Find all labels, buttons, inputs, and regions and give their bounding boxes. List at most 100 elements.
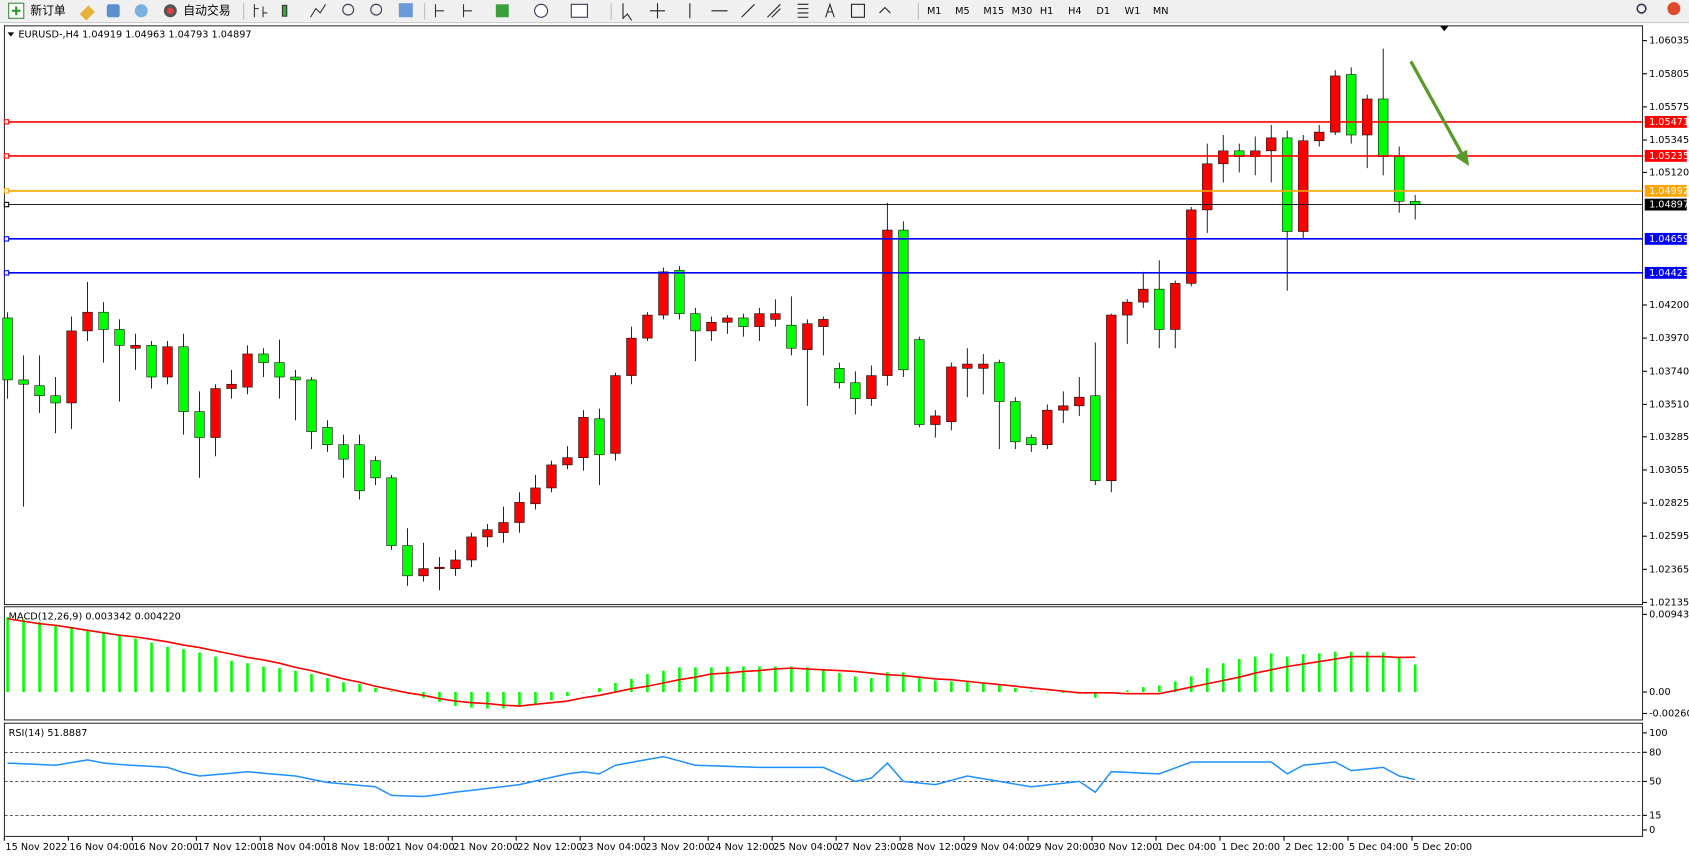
fibo-tool[interactable]: [797, 3, 809, 18]
macd-bar: [886, 672, 889, 693]
candle-body: [1170, 283, 1181, 330]
candle-body: [434, 566, 445, 569]
x-tick-label: 18 Nov 18:00: [325, 842, 390, 853]
candle-body: [610, 375, 621, 454]
candle-body: [338, 444, 349, 460]
candle-body: [802, 323, 813, 350]
y-tick-label: 1.03510: [1649, 399, 1689, 410]
candle-body: [578, 417, 589, 458]
macd-bar: [870, 678, 873, 693]
price-label-box: [1644, 184, 1687, 197]
candle-body: [82, 311, 93, 332]
macd-bar: [630, 678, 633, 693]
candle-body: [1266, 137, 1277, 152]
y-tick-label: 1.02135: [1649, 597, 1689, 608]
icon-button[interactable]: [281, 4, 288, 17]
rsi-panel: [3, 722, 1644, 837]
main-panel: [3, 25, 1644, 606]
label-tool[interactable]: [850, 3, 865, 18]
icon-button[interactable]: [342, 3, 355, 16]
price-label-box: [1644, 198, 1687, 211]
macd-bar: [1205, 668, 1209, 693]
x-tick-label: 29 Nov 04:00: [965, 842, 1030, 853]
level-handle: [3, 188, 10, 194]
macd-bar: [150, 642, 153, 693]
notifications-button[interactable]: [1667, 2, 1681, 16]
candle-body: [1074, 396, 1085, 407]
macd-bar: [710, 667, 713, 693]
timeframe-button[interactable]: H4: [1068, 6, 1081, 17]
button-label: 自动交易: [183, 3, 230, 17]
y-tick-label: 0: [1649, 825, 1655, 836]
timeframe-button[interactable]: MN: [1153, 6, 1169, 17]
icon-button[interactable]: [253, 4, 268, 18]
candle-body: [1218, 150, 1229, 165]
trendline-tool[interactable]: [741, 3, 755, 18]
text-tool[interactable]: [825, 2, 835, 18]
candle-body: [1058, 405, 1069, 411]
candle-body: [178, 346, 189, 412]
icon-button[interactable]: [398, 3, 413, 18]
cursor-tool[interactable]: [622, 3, 633, 21]
plot-layer: 1.06035 1.05805 1.05575 1.05345 1.05120 1.042…: [2, 36, 1689, 853]
candle-body: [1282, 137, 1293, 232]
macd-bar: [918, 678, 921, 693]
icon-button[interactable]: [370, 3, 383, 16]
price-label: 1.04423: [1649, 268, 1689, 279]
arrows-tool[interactable]: [879, 6, 891, 14]
macd-bar: [278, 668, 281, 693]
timeframe-button[interactable]: H1: [1040, 6, 1053, 17]
candle-body: [210, 388, 221, 438]
timeframe-button[interactable]: W1: [1125, 6, 1141, 17]
price-label: 1.04659: [1649, 234, 1689, 245]
candle-body: [1410, 201, 1421, 205]
price-label-box: [1644, 232, 1687, 245]
crosshair-tool[interactable]: [649, 3, 666, 19]
macd-bar: [1397, 657, 1401, 693]
x-tick-label: 1 Dec 20:00: [1221, 842, 1280, 853]
macd-bar: [134, 638, 137, 693]
search-button[interactable]: [1636, 3, 1647, 14]
icon-button[interactable]: [79, 5, 95, 21]
macd-bar: [1269, 653, 1273, 693]
channel-tool[interactable]: [767, 3, 781, 18]
macd-bar: [1253, 656, 1257, 693]
timeframe-button[interactable]: M1: [927, 6, 942, 17]
y-tick-label: 1.03970: [1649, 333, 1689, 344]
candle-body: [546, 464, 557, 489]
icon-button[interactable]: [462, 4, 473, 18]
timeframe-button[interactable]: M5: [955, 6, 970, 17]
macd-bar: [902, 672, 905, 693]
icon-button[interactable]: [106, 4, 120, 18]
timeframe-button[interactable]: M15: [983, 6, 1004, 17]
auto-trading-button[interactable]: 自动交易: [163, 3, 231, 17]
macd-bar: [86, 629, 89, 693]
icon-button[interactable]: [570, 3, 588, 18]
macd-bar: [1093, 692, 1097, 698]
macd-bar: [1333, 651, 1337, 693]
macd-bar: [342, 682, 345, 693]
new-order-button[interactable]: 新订单: [8, 2, 66, 19]
icon-button[interactable]: [434, 4, 445, 18]
icon-button[interactable]: [495, 4, 509, 18]
timeframe-button[interactable]: M30: [1012, 6, 1033, 17]
macd-bar: [166, 646, 169, 693]
macd-bar: [118, 634, 121, 693]
price-label: 1.04992: [1649, 186, 1689, 197]
macd-bar: [758, 666, 761, 693]
timeframe-button[interactable]: D1: [1096, 6, 1110, 17]
candle-body: [818, 319, 829, 327]
y-tick-label: 1.05575: [1649, 102, 1689, 113]
candle-body: [626, 337, 637, 376]
icon-button[interactable]: [134, 4, 148, 18]
y-tick-label: 50: [1649, 776, 1661, 787]
icon-button[interactable]: [534, 3, 549, 18]
candle-body: [2, 317, 13, 381]
macd-bar: [438, 692, 441, 702]
x-tick-label: 1 Dec 04:00: [1157, 842, 1216, 853]
macd-bar: [6, 617, 9, 693]
x-tick-label: 17 Nov 12:00: [197, 842, 262, 853]
x-tick-label: 30 Nov 12:00: [1093, 842, 1158, 853]
icon-button[interactable]: [309, 4, 327, 18]
timeframe-bar: M1 M5 M15 M30 H1 H4 D1 W1 MN: [927, 6, 1169, 17]
